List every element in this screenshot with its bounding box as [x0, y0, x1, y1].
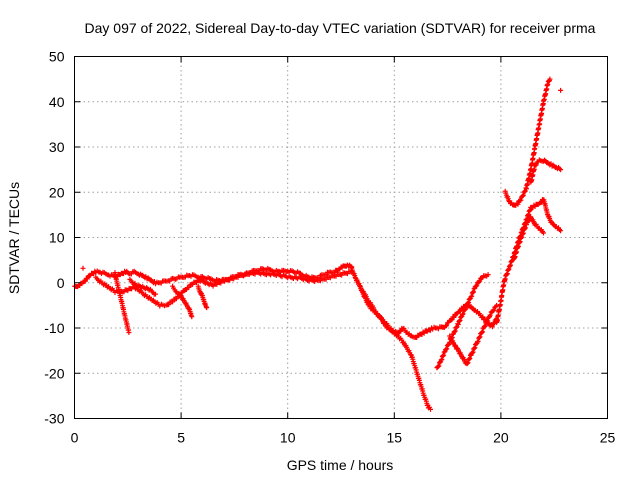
- series-track-recovery-2: [447, 333, 474, 367]
- marker-trace: [127, 276, 158, 297]
- x-tick-label: 25: [600, 430, 616, 446]
- marker-trace: [511, 214, 546, 262]
- y-tick-label: -20: [44, 365, 64, 381]
- grid-lines: [74, 56, 608, 419]
- y-axis-title: SDTVAR / TECUs: [6, 182, 22, 294]
- series-track-recovery-3: [468, 302, 500, 357]
- marker-trace: [494, 197, 564, 325]
- series-isolated-points: [80, 87, 564, 271]
- y-tick-label: 20: [49, 184, 65, 200]
- marker-trace: [195, 283, 210, 311]
- series-track-deep-dip: [357, 283, 433, 412]
- marker-trace: [468, 302, 500, 357]
- series-track-rise-night: [494, 197, 564, 325]
- y-tick-label: 0: [57, 275, 65, 291]
- marker-trace: [502, 76, 553, 208]
- marker-trace: [357, 283, 433, 412]
- marker-trace: [434, 272, 491, 371]
- series-track-dip-0600: [195, 283, 210, 311]
- x-tick-label: 5: [177, 430, 185, 446]
- marker-trace: [112, 270, 132, 335]
- x-tick-label: 10: [280, 430, 296, 446]
- x-axis-title: GPS time / hours: [287, 457, 394, 473]
- marker-trace: [93, 268, 355, 309]
- y-tick-label: -10: [44, 320, 64, 336]
- series-track-lower-morning: [93, 268, 355, 309]
- y-tick-label: 10: [49, 230, 65, 246]
- x-tick-label: 20: [493, 430, 509, 446]
- series-track-spike-tail: [528, 157, 564, 185]
- marker-trace: [447, 333, 474, 367]
- x-tick-label: 0: [71, 430, 79, 446]
- y-tick-label: -30: [44, 411, 64, 427]
- series-track-dip-0530: [170, 283, 195, 320]
- series-track-dip-0300: [127, 276, 158, 297]
- chart-title: Day 097 of 2022, Sidereal Day-to-day VTE…: [85, 20, 596, 36]
- marker-trace: [80, 87, 564, 271]
- series-track-spike: [502, 76, 553, 208]
- y-tick-label: 30: [49, 139, 65, 155]
- marker-trace: [170, 283, 195, 320]
- series-track-dip-0230: [112, 270, 132, 335]
- series-track-recovery-1: [434, 272, 491, 371]
- marker-trace: [528, 157, 564, 185]
- data-series: [72, 76, 564, 412]
- y-tick-label: 40: [49, 94, 65, 110]
- tick-labels: 0 5 10 15 20 25 -30 -20 -10 0 10 20 30 40 50: [44, 49, 615, 446]
- y-tick-label: 50: [49, 49, 65, 65]
- series-track-rise-lower: [511, 214, 546, 262]
- x-tick-label: 15: [387, 430, 403, 446]
- axis-ticks: [74, 56, 608, 419]
